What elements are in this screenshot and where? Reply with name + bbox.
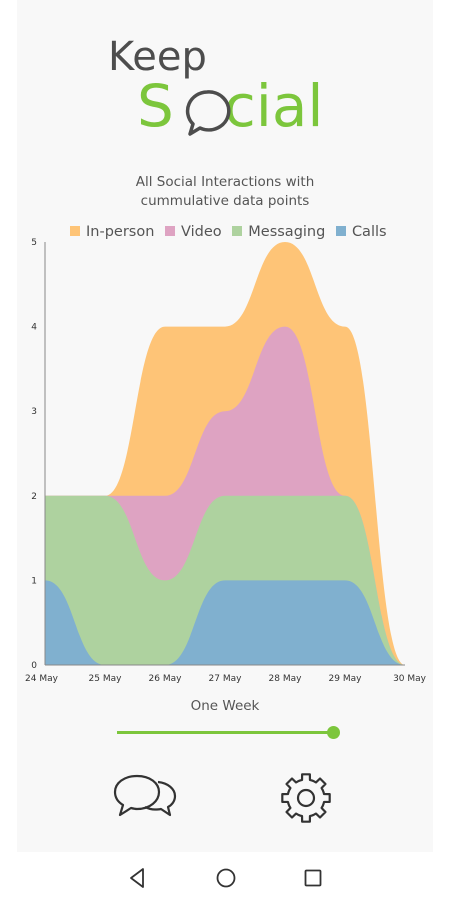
y-tick-label: 0 [31,661,37,671]
home-icon[interactable] [215,867,237,889]
legend-swatch-video [165,226,176,236]
x-tick-label: 26 May [149,674,183,684]
legend-item-in-person[interactable]: In-person [70,224,154,240]
x-tick-label: 30 May [393,674,427,684]
legend-label-video: Video [181,224,222,240]
range-label: One Week [190,698,260,714]
legend-label-calls: Calls [351,224,387,240]
range-slider-thumb[interactable] [327,726,340,739]
x-tick-label: 29 May [329,674,363,684]
y-tick-label: 1 [31,576,37,586]
logo-social-s: S [137,72,174,140]
legend-label-in-person: In-person [86,224,155,240]
recents-icon[interactable] [303,868,323,888]
chart-title: All Social Interactions with cummulative… [110,173,340,211]
chat-bubbles-icon[interactable] [112,772,178,822]
legend-swatch-messaging [232,226,243,236]
logo-keep-text: Keep [108,34,207,80]
legend-item-messaging[interactable]: Messaging [232,224,325,240]
y-tick-label: 3 [31,407,37,417]
legend-item-video[interactable]: Video [165,224,222,240]
legend-label-messaging: Messaging [248,224,326,240]
x-tick-label: 25 May [89,674,123,684]
gear-icon[interactable] [278,770,334,826]
chart-title-line2: cummulative data points [140,193,310,209]
logo-speech-bubble-icon [185,90,231,136]
x-tick-label: 28 May [269,674,303,684]
stacked-area-chart: 0 1 2 3 4 5 24 May 25 May 26 May 27 May 28 May 29 M… [25,238,427,684]
y-tick-label: 2 [31,492,37,502]
x-tick-label: 24 May [25,674,59,684]
legend-item-calls[interactable]: Calls [335,224,387,240]
legend-swatch-in-person [70,226,80,236]
x-tick-label: 27 May [209,674,243,684]
logo-social-rest: cial [223,72,324,140]
area-calls [45,580,405,665]
legend-swatch-calls [335,226,346,236]
range-slider-track[interactable] [117,731,334,734]
back-icon[interactable] [127,867,147,889]
chart-title-line1: All Social Interactions with [135,174,315,190]
y-tick-label: 5 [31,238,37,248]
chart-legend: In-person Video Messaging Calls [70,224,400,244]
y-tick-label: 4 [31,323,37,333]
